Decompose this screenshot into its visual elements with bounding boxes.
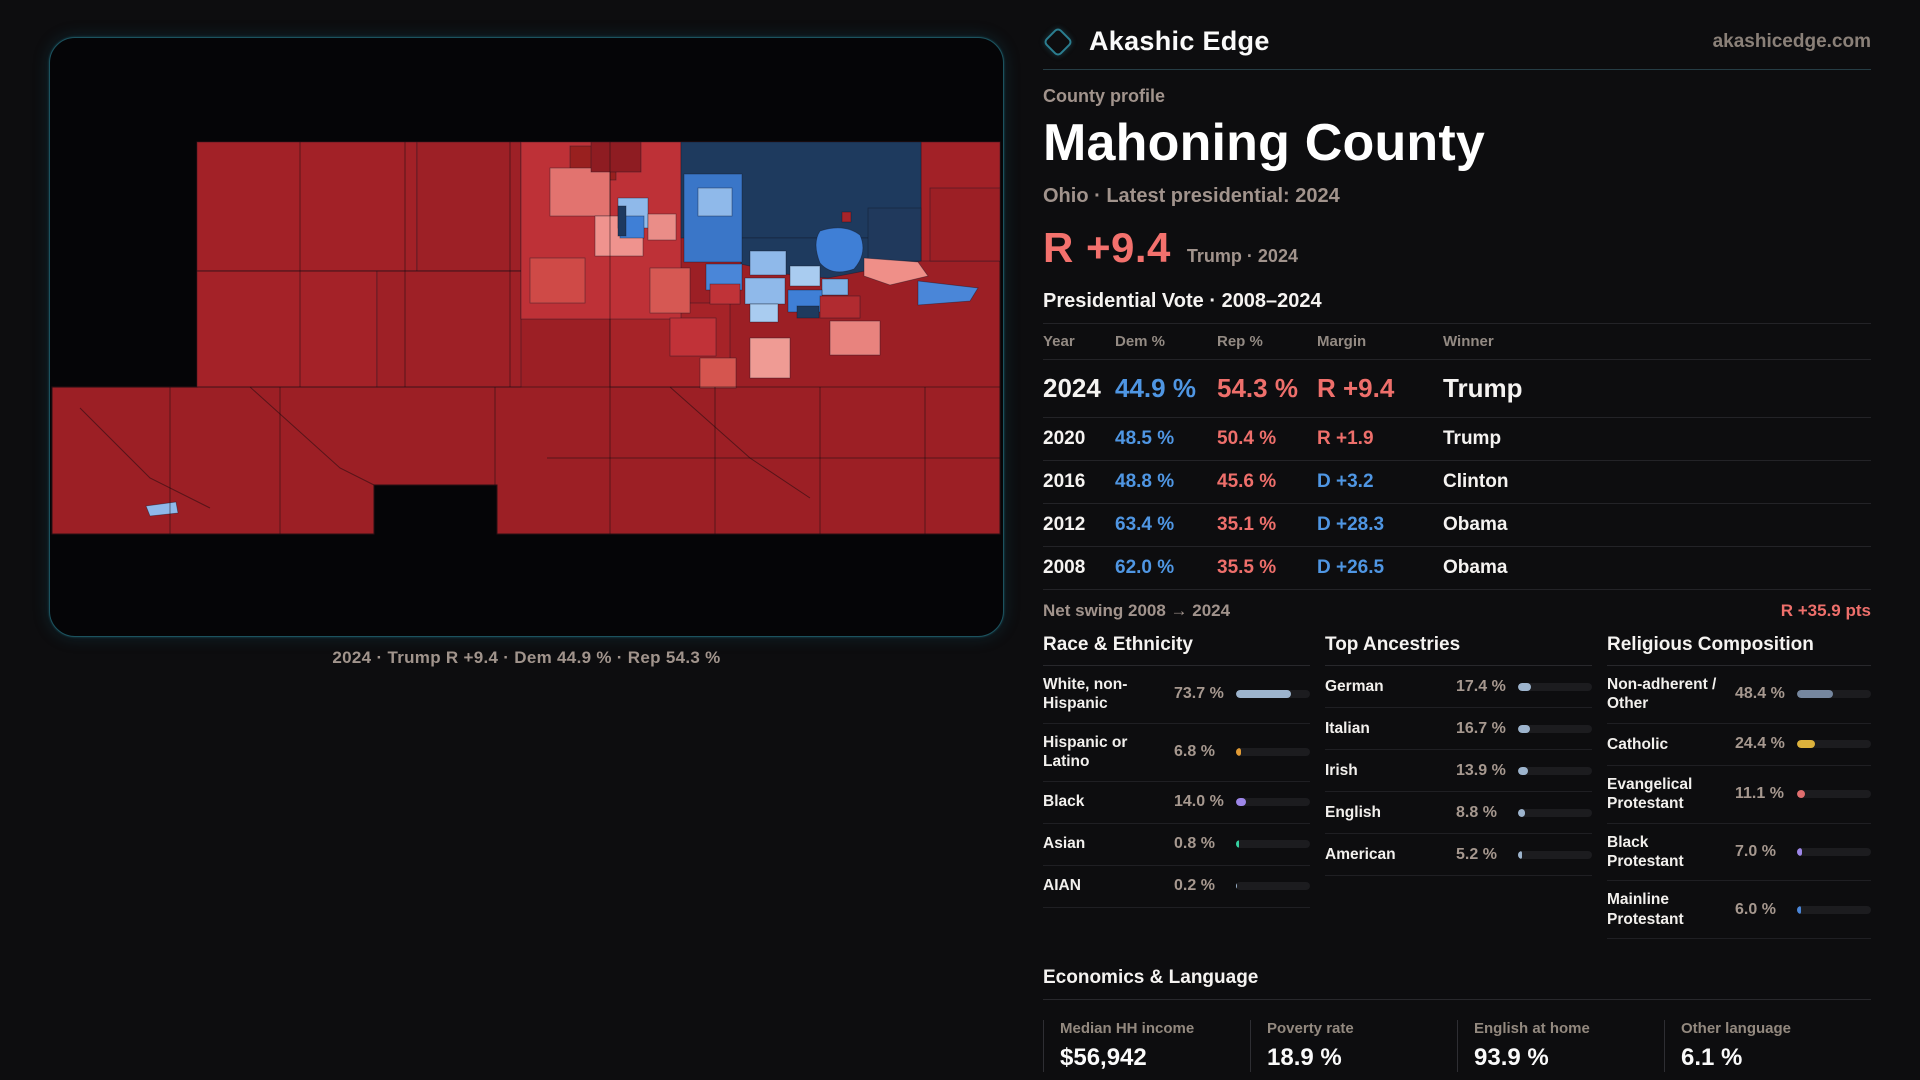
kicker: County profile <box>1043 86 1165 106</box>
section-religion: Religious Composition Non-adherent / Oth… <box>1607 634 1871 939</box>
county-map <box>51 141 1001 535</box>
bar <box>1797 905 1871 914</box>
header: Akashic Edge akashicedge.com <box>1042 25 1871 70</box>
bar <box>1797 790 1871 799</box>
list-item: Asian 0.8 % <box>1043 824 1310 866</box>
bar <box>1518 682 1592 691</box>
section-race: Race & Ethnicity White, non-Hispanic 73.… <box>1043 634 1310 939</box>
bar <box>1518 808 1592 817</box>
brand-name: Akashic Edge <box>1089 26 1270 56</box>
list-item: Mainline Protestant 6.0 % <box>1607 881 1871 939</box>
brand-domain-link[interactable]: akashicedge.com <box>1712 30 1871 52</box>
list-item: American 5.2 % <box>1325 834 1592 876</box>
list-item: White, non-Hispanic 73.7 % <box>1043 666 1310 724</box>
list-item: English 8.8 % <box>1325 792 1592 834</box>
vote-table: Year Dem % Rep % Margin Winner 2024 44.9… <box>1043 323 1871 590</box>
table-row: 2012 63.4 % 35.1 % D +28.3 Obama <box>1043 504 1871 547</box>
list-item: German 17.4 % <box>1325 666 1592 708</box>
table-row: 2008 62.0 % 35.5 % D +26.5 Obama <box>1043 547 1871 590</box>
bar <box>1236 840 1310 848</box>
stat-poverty-rate: Poverty rate 18.9 % <box>1250 1020 1457 1072</box>
net-swing-label: Net swing 2008 → 2024 <box>1043 601 1231 620</box>
county-map-panel <box>49 37 1004 637</box>
vote-table-title: Presidential Vote · 2008–2024 <box>1043 290 1322 312</box>
bar <box>1797 740 1871 749</box>
county-profile-panel: Akashic Edge akashicedge.com County prof… <box>1042 25 1871 1080</box>
bar <box>1236 798 1310 806</box>
table-row: 2020 48.5 % 50.4 % R +1.9 Trump <box>1043 418 1871 461</box>
headline-margin: R +9.4 Trump · 2024 <box>1043 224 1871 272</box>
stat-median-income: Median HH income $56,942 <box>1043 1020 1250 1072</box>
subtitle: Ohio · Latest presidential: 2024 <box>1043 185 1340 207</box>
map-caption: 2024 · Trump R +9.4 · Dem 44.9 % · Rep 5… <box>332 648 721 667</box>
section-economics: Economics & Language Median HH income $5… <box>1043 967 1871 1072</box>
net-swing: Net swing 2008 → 2024 R +35.9 pts <box>1043 590 1871 630</box>
bar <box>1518 766 1592 775</box>
economics-stats: Median HH income $56,942 Poverty rate 18… <box>1043 1020 1871 1072</box>
section-title: Race & Ethnicity <box>1043 634 1310 666</box>
bar <box>1518 850 1592 859</box>
demographics: Race & Ethnicity White, non-Hispanic 73.… <box>1043 634 1871 939</box>
bar <box>1236 690 1310 699</box>
page-title: Mahoning County <box>1043 114 1486 172</box>
list-item: Black 14.0 % <box>1043 782 1310 824</box>
list-item: AIAN 0.2 % <box>1043 866 1310 908</box>
list-item: Non-adherent / Other 48.4 % <box>1607 666 1871 724</box>
section-title: Top Ancestries <box>1325 634 1592 666</box>
col-dem: Dem % <box>1115 333 1166 350</box>
section-title: Economics & Language <box>1043 967 1871 1000</box>
list-item: Catholic 24.4 % <box>1607 724 1871 766</box>
bar <box>1518 724 1592 733</box>
list-item: Hispanic or Latino 6.8 % <box>1043 724 1310 782</box>
col-rep: Rep % <box>1217 333 1263 350</box>
net-swing-value: R +35.9 pts <box>1780 601 1871 620</box>
bar <box>1236 748 1310 757</box>
list-item: Italian 16.7 % <box>1325 708 1592 750</box>
col-winner: Winner <box>1443 333 1494 350</box>
section-ancestries: Top Ancestries German 17.4 % Italian 16.… <box>1325 634 1592 939</box>
table-row: 2016 48.8 % 45.6 % D +3.2 Clinton <box>1043 461 1871 504</box>
margin-context: Trump · 2024 <box>1186 246 1298 266</box>
col-margin: Margin <box>1317 333 1367 350</box>
bar <box>1236 882 1310 890</box>
list-item: Evangelical Protestant 11.1 % <box>1607 766 1871 824</box>
vote-table-header: Year Dem % Rep % Margin Winner <box>1043 323 1871 360</box>
bar <box>1797 847 1871 856</box>
margin-value: R +9.4 <box>1043 224 1171 271</box>
brand-diamond-icon <box>1042 25 1074 58</box>
col-year: Year <box>1043 333 1075 350</box>
stat-other-language: Other language 6.1 % <box>1664 1020 1871 1072</box>
stat-english-at-home: English at home 93.9 % <box>1457 1020 1664 1072</box>
table-row: 2024 44.9 % 54.3 % R +9.4 Trump <box>1043 360 1871 418</box>
bar <box>1797 690 1871 699</box>
section-title: Religious Composition <box>1607 634 1871 666</box>
brand[interactable]: Akashic Edge <box>1042 25 1270 58</box>
list-item: Irish 13.9 % <box>1325 750 1592 792</box>
list-item: Black Protestant 7.0 % <box>1607 824 1871 882</box>
